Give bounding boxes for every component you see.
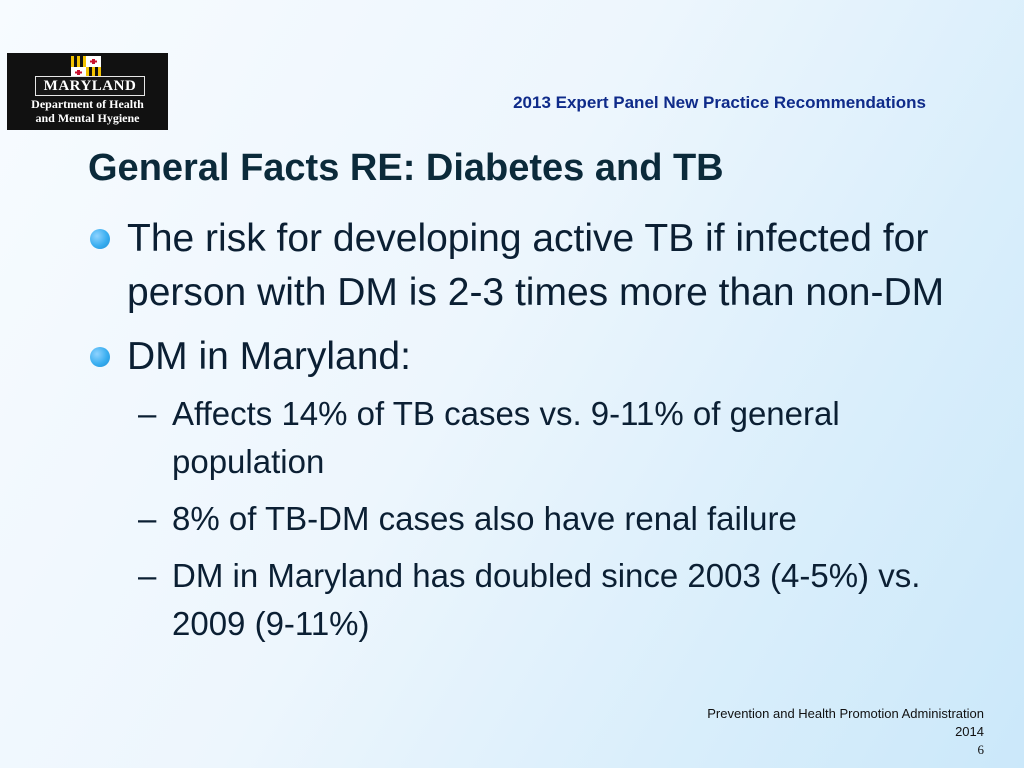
bullet-dot-icon: [90, 347, 110, 367]
dash-icon: –: [138, 500, 157, 537]
maryland-dhmh-logo: MARYLAND Department of Health and Mental…: [7, 53, 168, 130]
sub-bullet-item: – DM in Maryland has doubled since 2003 …: [138, 552, 948, 648]
sub-bullet-item: – Affects 14% of TB cases vs. 9-11% of g…: [138, 390, 948, 486]
page-number: 6: [977, 742, 985, 757]
sub-bullet-text: Affects 14% of TB cases vs. 9-11% of gen…: [172, 395, 840, 480]
bullet-item: The risk for developing active TB if inf…: [88, 212, 948, 320]
dash-icon: –: [138, 557, 157, 594]
logo-name: MARYLAND: [43, 78, 137, 94]
slide-title: General Facts RE: Diabetes and TB: [88, 147, 724, 189]
logo-name-box: MARYLAND: [35, 76, 145, 96]
footer-year: 2014: [955, 724, 984, 739]
sub-bullet-list: – Affects 14% of TB cases vs. 9-11% of g…: [88, 390, 948, 648]
maryland-flag-icon: [71, 56, 101, 78]
bullet-dot-icon: [90, 229, 110, 249]
header-title: 2013 Expert Panel New Practice Recommend…: [513, 93, 926, 112]
logo-dept-line-2: and Mental Hygiene: [35, 111, 140, 125]
sub-bullet-item: – 8% of TB-DM cases also have renal fail…: [138, 495, 948, 543]
footer: Prevention and Health Promotion Administ…: [707, 705, 984, 759]
bullet-item: DM in Maryland:: [88, 330, 948, 384]
sub-bullet-text: DM in Maryland has doubled since 2003 (4…: [172, 557, 921, 642]
logo-dept-line-1: Department of Health: [31, 97, 144, 111]
sub-bullet-text: 8% of TB-DM cases also have renal failur…: [172, 500, 797, 537]
slide-body: The risk for developing active TB if inf…: [88, 212, 948, 657]
footer-org: Prevention and Health Promotion Administ…: [707, 706, 984, 721]
bullet-text: The risk for developing active TB if inf…: [127, 217, 945, 314]
bullet-text: DM in Maryland:: [127, 335, 411, 378]
dash-icon: –: [138, 395, 157, 432]
logo-department: Department of Health and Mental Hygiene: [7, 97, 168, 125]
